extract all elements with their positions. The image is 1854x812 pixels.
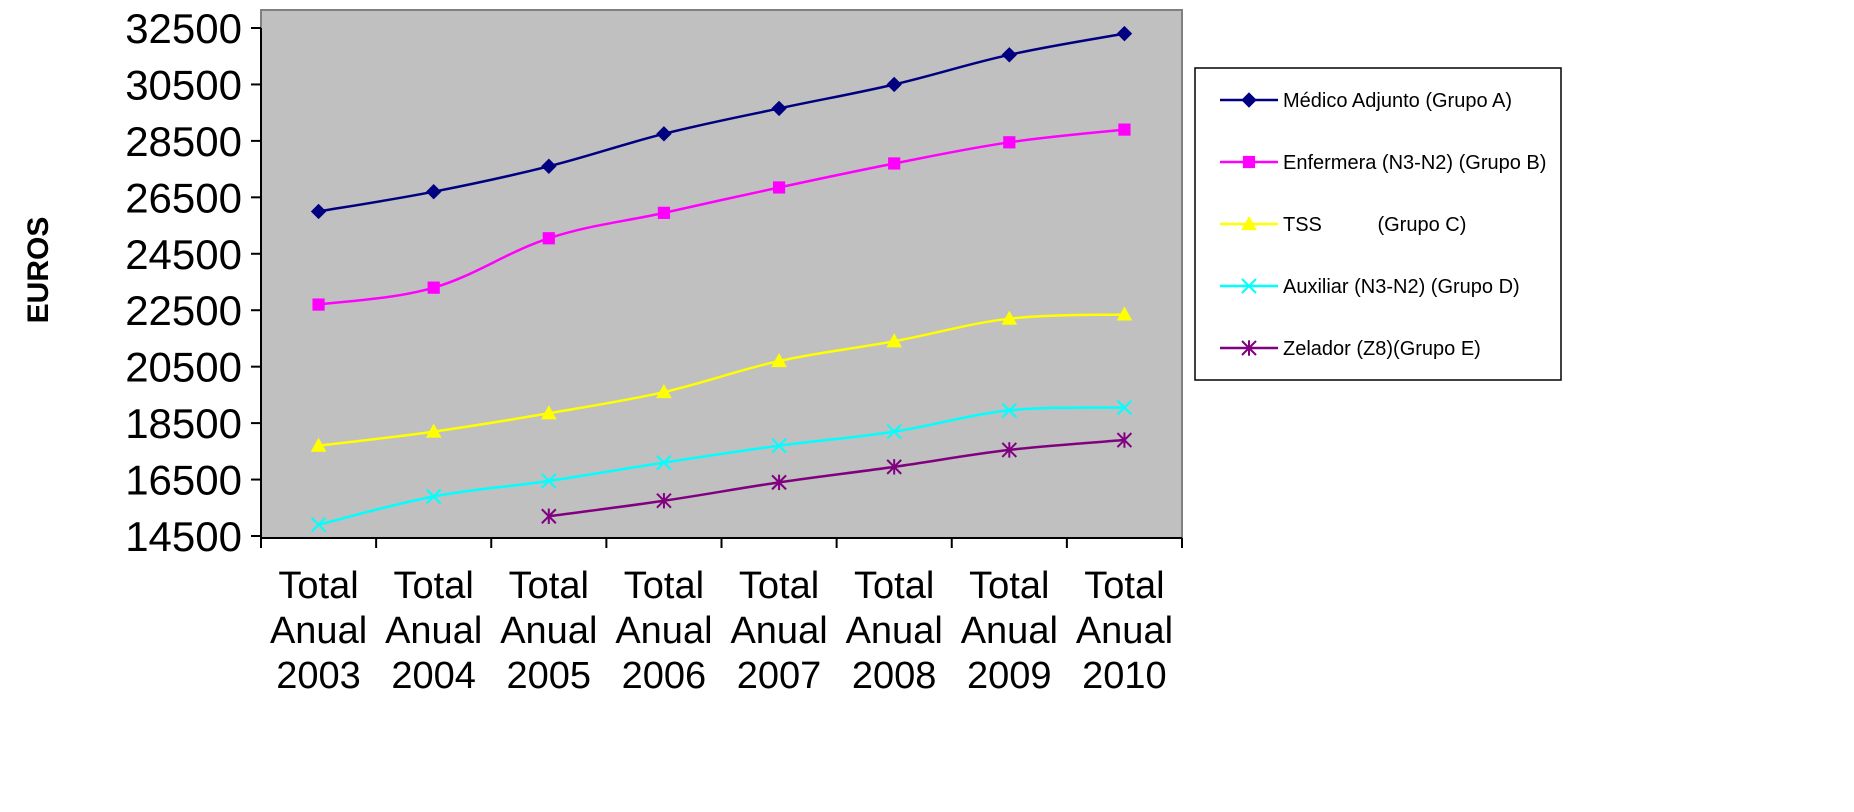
data-point xyxy=(425,488,442,505)
series-line xyxy=(318,128,1125,306)
data-point xyxy=(657,206,671,219)
legend-label: Auxiliar (N3-N2) (Grupo D) xyxy=(1283,276,1520,298)
data-point xyxy=(1118,123,1131,136)
series-line xyxy=(318,406,1125,526)
x-tick-label: Total Anual 2005 xyxy=(500,565,597,697)
data-point xyxy=(310,203,327,220)
series-4 xyxy=(310,399,1133,533)
y-tick-label: 14500 xyxy=(125,513,242,560)
data-point xyxy=(1241,215,1257,231)
data-point xyxy=(1116,399,1133,416)
data-point xyxy=(656,126,672,142)
data-point xyxy=(312,298,325,311)
legend-label: Zelador (Z8)(Grupo E) xyxy=(1283,338,1481,360)
data-point xyxy=(541,158,557,174)
data-point xyxy=(886,76,902,93)
y-tick-label: 26500 xyxy=(125,174,242,221)
series-line xyxy=(318,313,1125,447)
series-1 xyxy=(310,25,1133,220)
data-point xyxy=(425,183,442,200)
data-point xyxy=(541,508,557,524)
data-point xyxy=(886,459,902,475)
legend-label: Médico Adjunto (Grupo A) xyxy=(1283,90,1512,112)
x-tick-label: Total Anual 2003 xyxy=(270,565,367,697)
y-tick-label: 32500 xyxy=(125,5,242,52)
series-3 xyxy=(310,306,1133,452)
legend-item: Médico Adjunto (Grupo A) xyxy=(1220,90,1512,112)
data-point xyxy=(1241,278,1257,294)
x-tick-label: Total Anual 2008 xyxy=(846,565,943,697)
series-line xyxy=(548,438,1125,518)
data-point xyxy=(771,474,787,491)
data-point xyxy=(541,473,557,489)
data-point xyxy=(1116,25,1133,42)
data-point xyxy=(656,384,672,399)
y-tick-label: 28500 xyxy=(125,118,242,165)
legend-item: TSS (Grupo C) xyxy=(1220,214,1466,236)
y-axis-label: EUROS xyxy=(22,217,55,324)
data-point xyxy=(1116,306,1133,321)
y-tick-label: 24500 xyxy=(125,231,242,278)
x-tick-label: Total Anual 2006 xyxy=(615,565,712,697)
series-2 xyxy=(312,123,1131,311)
legend: Médico Adjunto (Grupo A) Enfermera (N3-N2… xyxy=(1194,67,1562,381)
data-point xyxy=(886,423,902,440)
data-point xyxy=(771,352,787,368)
y-tick-label: 30500 xyxy=(125,61,242,108)
x-tick-label: Total Anual 2007 xyxy=(730,565,827,697)
data-point xyxy=(540,405,557,420)
legend-label: TSS (Grupo C) xyxy=(1283,214,1466,236)
plot-area xyxy=(260,9,1183,539)
data-point xyxy=(1242,155,1256,169)
data-point xyxy=(771,437,787,454)
x-tick-label: Total Anual 2010 xyxy=(1076,565,1173,697)
data-point xyxy=(310,517,327,533)
legend-label: Enfermera (N3-N2) (Grupo B) xyxy=(1283,152,1546,174)
y-tick-label: 20500 xyxy=(125,344,242,391)
data-point xyxy=(656,493,672,509)
data-point xyxy=(1001,47,1018,63)
data-point xyxy=(771,100,787,117)
data-point xyxy=(542,232,555,245)
data-point xyxy=(425,423,442,438)
data-point xyxy=(1001,402,1018,419)
data-point xyxy=(1003,136,1016,149)
x-tick-label: Total Anual 2004 xyxy=(385,565,482,697)
data-point xyxy=(656,454,672,471)
data-point xyxy=(886,333,903,348)
y-tick-label: 18500 xyxy=(125,400,242,447)
legend-item: Zelador (Z8)(Grupo E) xyxy=(1220,338,1481,360)
data-point xyxy=(1241,340,1257,356)
x-tick-label: Total Anual 2009 xyxy=(961,565,1058,697)
data-point xyxy=(888,157,901,170)
data-point xyxy=(310,437,327,452)
data-point xyxy=(1001,442,1018,458)
legend-item: Auxiliar (N3-N2) (Grupo D) xyxy=(1220,276,1520,298)
data-point xyxy=(1001,310,1018,325)
data-point xyxy=(1116,432,1133,448)
series-5 xyxy=(541,432,1133,524)
data-point xyxy=(1241,92,1257,108)
y-tick-label: 16500 xyxy=(125,457,242,504)
data-point xyxy=(772,181,786,194)
data-point xyxy=(427,281,440,294)
legend-item: Enfermera (N3-N2) (Grupo B) xyxy=(1220,152,1546,174)
y-tick-label: 22500 xyxy=(125,287,242,334)
series-line xyxy=(318,32,1125,213)
